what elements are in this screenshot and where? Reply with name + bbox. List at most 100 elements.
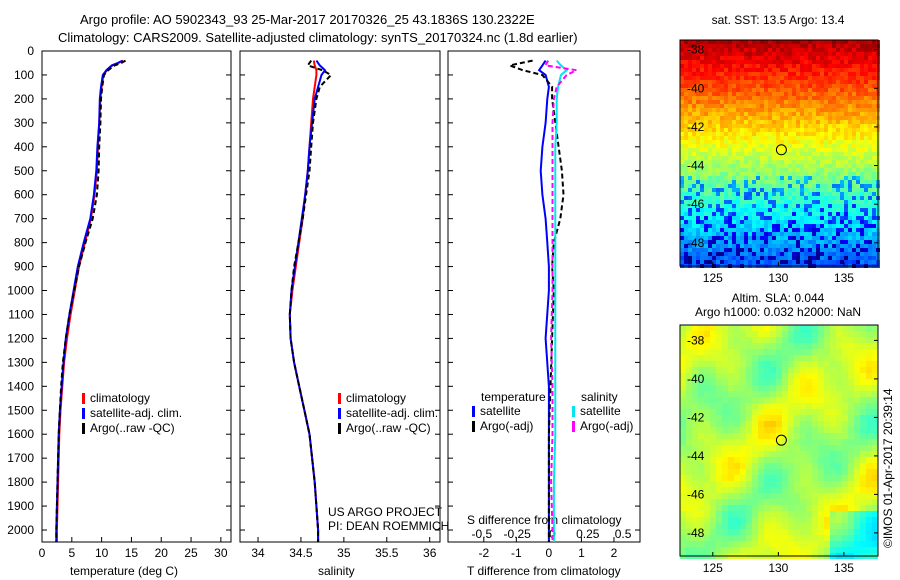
sst-map-cell <box>776 72 780 76</box>
sla-map-cell <box>782 529 788 535</box>
sst-map-cell <box>780 76 784 80</box>
sla-map-cell <box>830 325 836 331</box>
sla-map-cell <box>830 529 836 535</box>
sla-map-cell <box>728 535 734 541</box>
sla-map-cell <box>860 547 866 553</box>
sst-map-cell <box>760 236 764 240</box>
sst-map-cell <box>828 132 832 136</box>
sst-map-cell <box>760 216 764 220</box>
difference-xtick-label: 0 <box>546 546 553 560</box>
sst-map-cell <box>772 116 776 120</box>
sst-map-cell <box>696 188 700 192</box>
sst-map-cell <box>808 204 812 208</box>
sla-map-cell <box>710 451 716 457</box>
sla-map-cell <box>746 433 752 439</box>
sst-map-cell <box>768 204 772 208</box>
sst-map-cell <box>692 164 696 168</box>
sst-map-cell <box>796 216 800 220</box>
sla-map-cell <box>860 487 866 493</box>
sst-map-cell <box>772 212 776 216</box>
sst-map-cell <box>772 132 776 136</box>
sla-map-cell <box>830 547 836 553</box>
sst-map-cell <box>772 112 776 116</box>
sst-map-cell <box>852 132 856 136</box>
sla-map-cell <box>818 487 824 493</box>
sla-map-cell <box>746 391 752 397</box>
sst-map-cell <box>756 260 760 264</box>
sla-map-cell <box>770 457 776 463</box>
sst-map-cell <box>752 64 756 68</box>
sla-map-cell <box>758 367 764 373</box>
sla-map-cell <box>872 541 878 547</box>
sst-map-cell <box>832 160 836 164</box>
sdiff-tick-label: -0.5 <box>472 527 493 541</box>
sst-map-cell <box>716 192 720 196</box>
sla-map-cell <box>722 499 728 505</box>
sst-map-cell <box>864 92 868 96</box>
sst-map-cell <box>860 260 864 264</box>
sst-map-cell <box>680 48 684 52</box>
sla-map-cell <box>722 421 728 427</box>
sst-map-cell <box>808 104 812 108</box>
sst-map-cell <box>808 72 812 76</box>
sst-map-cell <box>836 128 840 132</box>
sst-map-cell <box>776 188 780 192</box>
sst-map-cell <box>868 156 872 160</box>
sst-map-cell <box>808 152 812 156</box>
sst-map-cell <box>832 148 836 152</box>
sst-map-cell <box>816 260 820 264</box>
sst-map-cell <box>768 184 772 188</box>
sla-map-cell <box>710 505 716 511</box>
sst-map-cell <box>760 116 764 120</box>
sla-map-cell <box>854 475 860 481</box>
sla-map-cell <box>746 385 752 391</box>
sst-map-cell <box>804 64 808 68</box>
sst-map-cell <box>824 72 828 76</box>
sla-map-cell <box>848 325 854 331</box>
sst-map-cell <box>720 188 724 192</box>
sst-map-cell <box>796 220 800 224</box>
sla-map-cell <box>734 337 740 343</box>
sst-map-cell <box>824 208 828 212</box>
sst-map-cell <box>776 104 780 108</box>
sla-map-cell <box>848 373 854 379</box>
sst-map-cell <box>744 172 748 176</box>
sst-map-cell <box>784 236 788 240</box>
sst-map-cell <box>692 116 696 120</box>
sst-map-cell <box>784 216 788 220</box>
sst-map-cell <box>800 64 804 68</box>
sst-map-cell <box>728 196 732 200</box>
sst-map-cell <box>720 124 724 128</box>
sst-map-cell <box>772 60 776 64</box>
sst-map-cell <box>816 152 820 156</box>
sst-map-cell <box>684 64 688 68</box>
sla-map-cell <box>824 415 830 421</box>
sst-map-cell <box>772 48 776 52</box>
sst-map-cell <box>716 172 720 176</box>
sla-map-cell <box>698 385 704 391</box>
sla-map-cell <box>788 391 794 397</box>
sst-map-cell <box>712 260 716 264</box>
sst-map-cell <box>856 132 860 136</box>
sst-map-cell <box>860 212 864 216</box>
sst-map-cell <box>792 84 796 88</box>
sla-map-cell <box>752 379 758 385</box>
sst-map-cell <box>800 196 804 200</box>
sst-map-cell <box>748 196 752 200</box>
sla-map-cell <box>836 373 842 379</box>
sst-map-cell <box>864 44 868 48</box>
sst-map-cell <box>856 68 860 72</box>
sst-map-cell <box>812 180 816 184</box>
sla-map-cell <box>758 511 764 517</box>
sla-map-cell <box>710 523 716 529</box>
sst-map-cell <box>856 196 860 200</box>
sst-map-cell <box>808 252 812 256</box>
sla-map-cell <box>806 499 812 505</box>
sst-map-cell <box>864 164 868 168</box>
sst-map-cell <box>836 260 840 264</box>
sst-map-cell <box>860 96 864 100</box>
sst-map-cell <box>708 232 712 236</box>
sla-map-cell <box>800 475 806 481</box>
sst-map-cell <box>688 76 692 80</box>
sla-map-cell <box>692 355 698 361</box>
